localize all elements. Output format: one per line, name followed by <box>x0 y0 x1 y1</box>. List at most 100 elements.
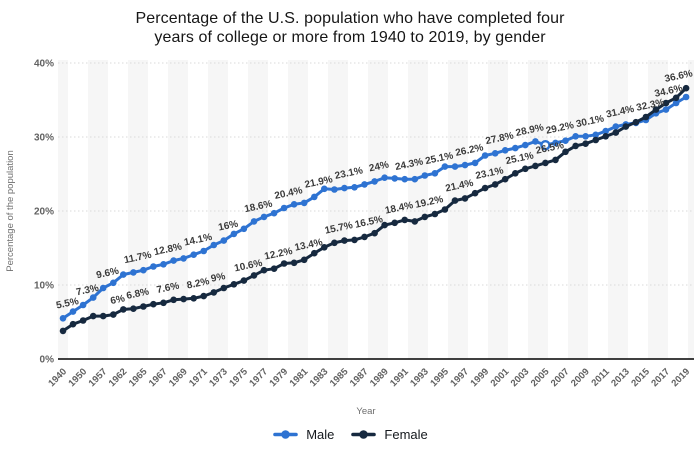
female-point[interactable] <box>411 218 419 225</box>
male-point[interactable] <box>280 204 288 212</box>
male-point[interactable] <box>240 225 248 233</box>
female-point[interactable] <box>99 312 107 320</box>
female-point[interactable] <box>59 327 67 335</box>
female-point[interactable] <box>79 317 87 324</box>
male-point[interactable] <box>79 301 87 309</box>
male-point[interactable] <box>200 247 207 255</box>
male-point[interactable] <box>592 131 599 139</box>
male-point[interactable] <box>461 161 469 169</box>
male-point[interactable] <box>682 93 690 101</box>
female-point[interactable] <box>572 142 579 150</box>
male-point[interactable] <box>672 99 680 107</box>
male-point[interactable] <box>311 193 318 201</box>
female-point[interactable] <box>230 281 238 288</box>
male-point[interactable] <box>290 201 298 208</box>
male-point[interactable] <box>220 237 228 244</box>
female-point[interactable] <box>391 219 399 227</box>
male-point[interactable] <box>421 172 429 179</box>
male-point[interactable] <box>512 144 519 152</box>
female-point[interactable] <box>351 236 358 244</box>
male-point[interactable] <box>230 230 238 238</box>
male-point[interactable] <box>190 251 197 258</box>
female-point[interactable] <box>180 295 187 303</box>
female-point[interactable] <box>441 206 449 213</box>
male-point[interactable] <box>110 279 117 287</box>
female-point[interactable] <box>130 305 137 313</box>
male-point[interactable] <box>522 141 529 149</box>
male-point[interactable] <box>662 106 670 113</box>
female-point[interactable] <box>612 129 620 136</box>
female-point[interactable] <box>491 181 499 188</box>
female-point[interactable] <box>672 94 680 102</box>
female-point[interactable] <box>522 165 529 173</box>
male-point[interactable] <box>401 175 409 183</box>
female-point[interactable] <box>602 133 609 140</box>
male-point[interactable] <box>331 186 338 193</box>
male-point[interactable] <box>300 199 308 207</box>
female-point[interactable] <box>562 148 569 156</box>
male-point[interactable] <box>491 150 499 157</box>
male-point[interactable] <box>582 133 589 140</box>
female-point[interactable] <box>662 99 670 107</box>
male-point[interactable] <box>501 147 509 154</box>
male-point[interactable] <box>612 123 620 130</box>
male-point[interactable] <box>481 152 489 159</box>
female-point[interactable] <box>260 266 268 274</box>
male-point[interactable] <box>361 181 368 188</box>
female-point[interactable] <box>170 296 177 304</box>
male-point[interactable] <box>210 241 218 249</box>
female-point[interactable] <box>331 239 338 247</box>
legend-item-female[interactable]: Female <box>350 427 428 442</box>
female-point[interactable] <box>592 136 599 144</box>
male-point[interactable] <box>431 170 439 177</box>
female-point[interactable] <box>582 140 589 147</box>
female-point[interactable] <box>471 189 479 197</box>
male-point[interactable] <box>160 261 167 268</box>
female-point[interactable] <box>431 210 439 218</box>
male-point[interactable] <box>59 315 67 322</box>
female-point[interactable] <box>250 272 258 279</box>
female-point[interactable] <box>421 213 429 221</box>
male-point[interactable] <box>471 159 479 167</box>
male-point[interactable] <box>321 185 328 193</box>
female-point[interactable] <box>401 216 409 224</box>
female-point[interactable] <box>290 259 298 267</box>
female-point[interactable] <box>210 289 218 296</box>
female-point[interactable] <box>89 312 97 320</box>
male-point[interactable] <box>99 284 107 292</box>
female-point[interactable] <box>481 184 489 192</box>
male-point[interactable] <box>381 174 388 181</box>
male-point[interactable] <box>120 271 127 278</box>
male-point[interactable] <box>451 163 459 170</box>
male-point[interactable] <box>270 209 278 217</box>
female-point[interactable] <box>381 221 388 229</box>
female-point[interactable] <box>150 300 157 308</box>
male-point[interactable] <box>411 175 419 183</box>
female-point[interactable] <box>642 113 650 121</box>
male-point[interactable] <box>180 255 187 262</box>
male-point[interactable] <box>130 269 137 276</box>
male-point[interactable] <box>562 137 569 144</box>
female-point[interactable] <box>622 123 630 130</box>
female-point[interactable] <box>682 84 690 92</box>
female-point[interactable] <box>240 277 248 284</box>
female-point[interactable] <box>552 156 559 164</box>
male-point[interactable] <box>351 184 358 191</box>
male-point[interactable] <box>140 266 147 274</box>
male-point[interactable] <box>371 178 378 185</box>
female-point[interactable] <box>501 175 509 183</box>
male-point[interactable] <box>89 294 97 301</box>
female-point[interactable] <box>120 306 127 313</box>
female-point[interactable] <box>532 162 539 170</box>
female-point[interactable] <box>341 237 348 244</box>
male-point[interactable] <box>532 138 539 145</box>
female-point[interactable] <box>220 284 228 292</box>
female-point[interactable] <box>632 118 640 126</box>
female-point[interactable] <box>311 249 318 257</box>
female-point[interactable] <box>512 170 519 177</box>
female-point[interactable] <box>542 159 549 167</box>
female-point[interactable] <box>200 292 207 300</box>
female-point[interactable] <box>270 265 278 273</box>
highlighted-point[interactable] <box>540 139 551 151</box>
female-point[interactable] <box>361 233 368 241</box>
